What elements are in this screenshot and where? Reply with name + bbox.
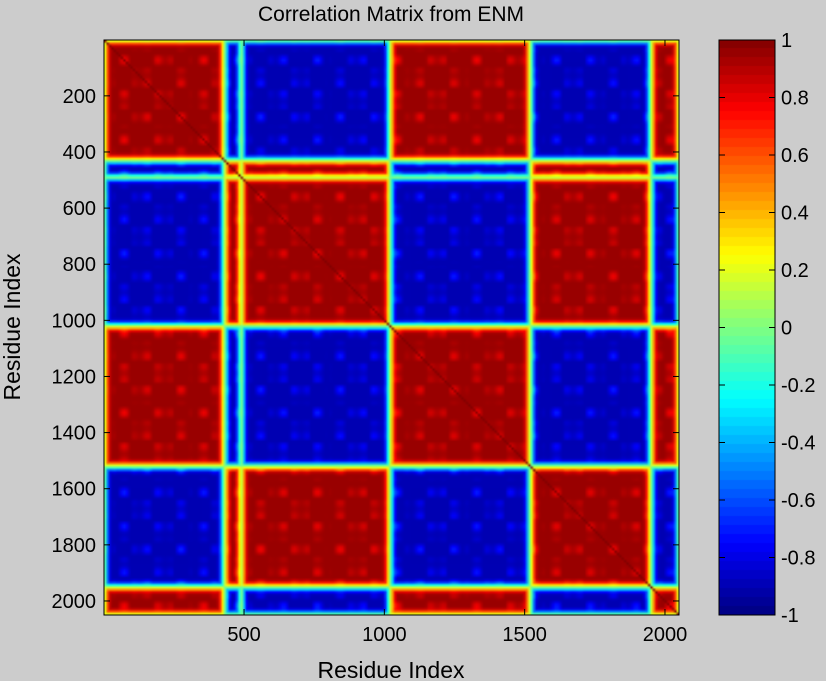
colorbar-tick-label: 0.8: [781, 88, 809, 110]
y-tick-label: 2000: [52, 591, 97, 613]
axes: 500 1000 1500 2000 200 400 600 800 1000 1200 1400 1…: [52, 39, 688, 646]
x-tick-label: 1000: [362, 624, 407, 646]
y-tick-label: 600: [63, 198, 96, 220]
colorbar-tick-label: -0.2: [781, 375, 815, 397]
colorbar-tick-label: -1: [781, 605, 799, 627]
x-tick-label: 500: [227, 624, 260, 646]
x-tick-label: 1500: [502, 624, 547, 646]
chart-title: Correlation Matrix from ENM: [258, 3, 524, 26]
colorbar-tick-label: -0.8: [781, 548, 815, 570]
y-tick-label: 800: [63, 254, 96, 276]
y-tick-label: 1600: [52, 479, 97, 501]
y-tick-label: 1400: [52, 423, 97, 445]
colorbar-tick-label: -0.6: [781, 490, 815, 512]
colorbar-tick-label: 0.6: [781, 145, 809, 167]
y-tick-label: 1200: [52, 366, 97, 388]
colorbar-tick-label: 1: [781, 30, 792, 52]
colorbar-frame: [718, 39, 776, 616]
colorbar-tick-label: 0: [781, 318, 792, 340]
y-tick-label: 1800: [52, 535, 97, 557]
y-tick-label: 400: [63, 142, 96, 164]
colorbar-axes: 1 0.8 0.6 0.4 0.2 0 -0.2 -0.4 -0.6 -0.8 -1: [718, 30, 815, 627]
x-tick-label: 2000: [643, 624, 688, 646]
colorbar-tick-label: -0.4: [781, 433, 815, 455]
y-tick-label: 200: [63, 86, 96, 108]
correlation-heatmap: [104, 40, 679, 615]
y-tick-label: 1000: [52, 310, 97, 332]
colorbar-tick-label: 0.4: [781, 203, 809, 225]
plot-frame: [103, 39, 680, 616]
colorbar: [719, 40, 775, 615]
y-axis-label: Residue Index: [0, 253, 25, 401]
x-axis-label: Residue Index: [317, 657, 465, 681]
colorbar-tick-label: 0.2: [781, 260, 809, 282]
